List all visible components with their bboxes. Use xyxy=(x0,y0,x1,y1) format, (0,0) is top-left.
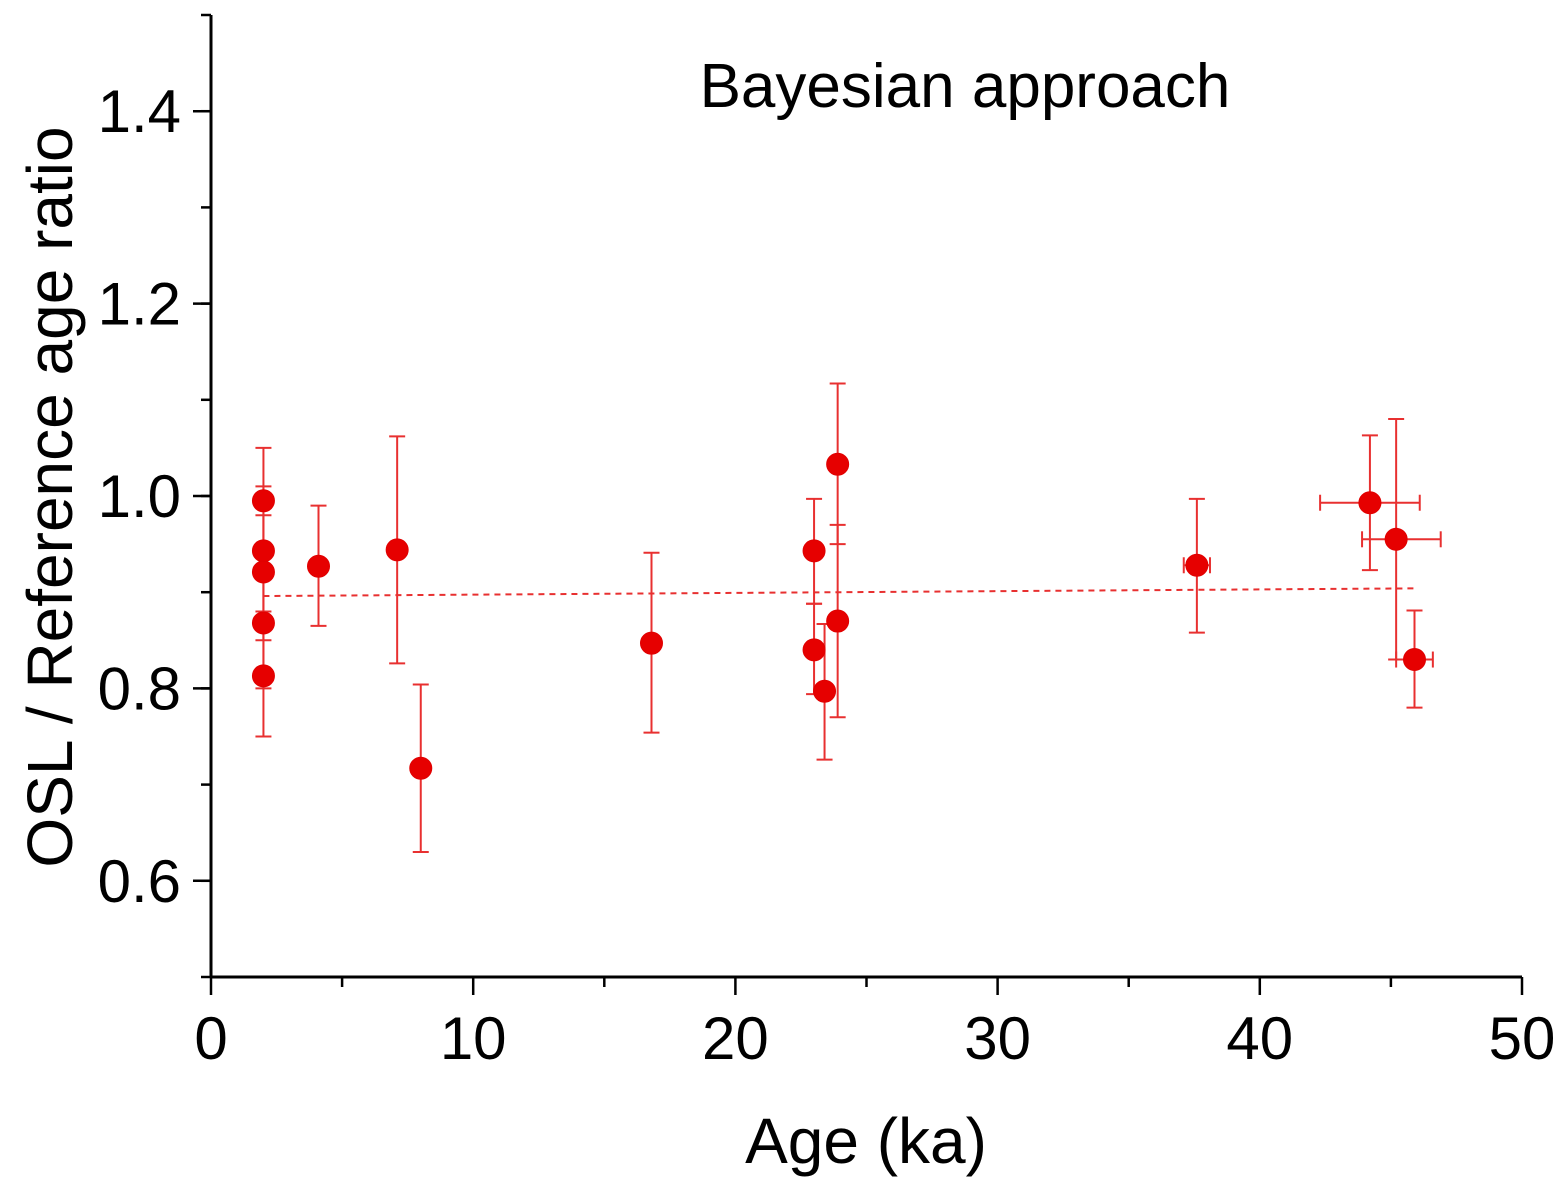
trend-line-layer xyxy=(263,587,1418,598)
data-point xyxy=(1384,527,1408,551)
data-point xyxy=(813,679,837,703)
data-point xyxy=(409,756,433,780)
data-point xyxy=(1402,648,1426,672)
trend-line xyxy=(263,587,1418,598)
axes: 0 10 20 30 40 50 0.6 0.8 1.0 1.2 1.4 xyxy=(98,13,1556,1072)
y-tick-label: 0.6 xyxy=(98,848,181,915)
data-point xyxy=(251,560,275,584)
data-point xyxy=(307,554,331,578)
data-point xyxy=(251,611,275,635)
data-point xyxy=(251,489,275,513)
y-tick-label: 0.8 xyxy=(98,655,181,722)
data-point xyxy=(1358,491,1382,515)
x-tick-label: 10 xyxy=(440,1005,507,1072)
data-point xyxy=(385,538,409,562)
data-point xyxy=(802,539,826,563)
x-axis-label: Age (ka) xyxy=(745,1105,987,1177)
y-tick-label: 1.0 xyxy=(98,463,181,530)
data-point xyxy=(826,609,850,633)
y-tick-label: 1.4 xyxy=(98,78,181,145)
x-tick-label: 50 xyxy=(1489,1005,1556,1072)
y-tick-label: 1.2 xyxy=(98,271,181,338)
data-point xyxy=(251,664,275,688)
data-point xyxy=(826,452,850,476)
x-tick-label: 0 xyxy=(194,1005,227,1072)
y-axis-label: OSL / Reference age ratio xyxy=(14,126,86,867)
x-tick-label: 20 xyxy=(702,1005,769,1072)
data-point xyxy=(1185,553,1209,577)
data-point xyxy=(639,631,663,655)
chart-title: Bayesian approach xyxy=(700,52,1231,121)
x-tick-label: 40 xyxy=(1226,1005,1293,1072)
x-tick-label: 30 xyxy=(964,1005,1031,1072)
data-point xyxy=(802,638,826,662)
data-point-layer xyxy=(251,452,1426,780)
data-point xyxy=(251,539,275,563)
